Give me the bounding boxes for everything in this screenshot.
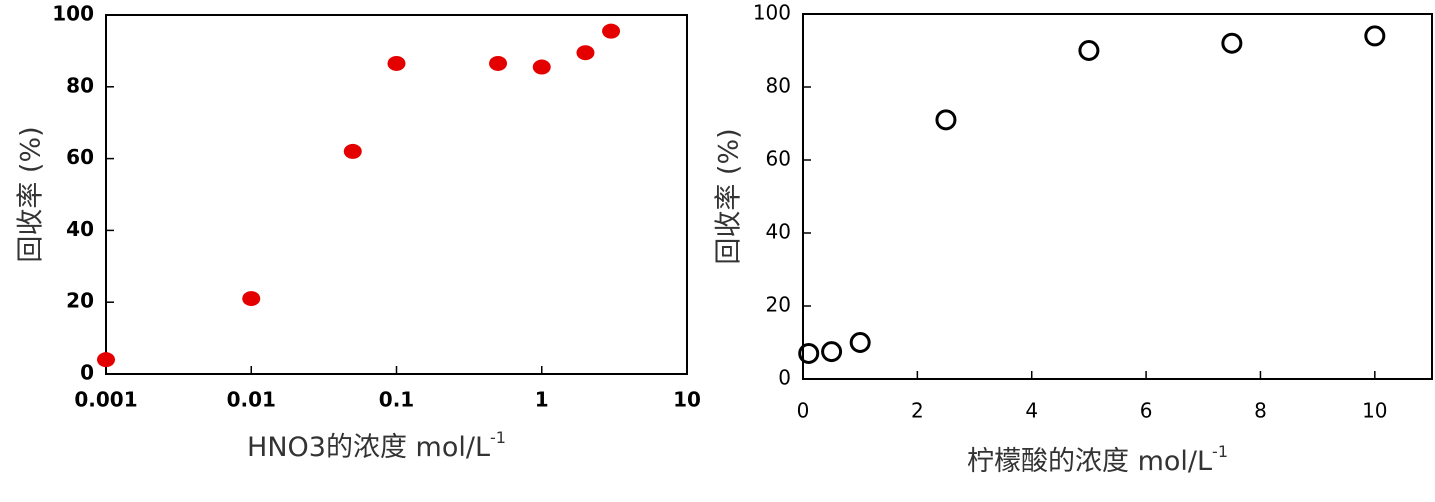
x-tick-label: 0.01	[227, 388, 276, 412]
data-point	[1078, 40, 1100, 61]
x-tick-label: 0.001	[74, 388, 137, 412]
x-tick-label: 10	[1362, 399, 1387, 423]
y-tick-label: 40	[66, 217, 94, 241]
data-point	[798, 342, 820, 364]
data-point	[602, 23, 621, 39]
y-axis-title: 回收率 (%)	[16, 126, 47, 262]
data-point	[343, 143, 362, 159]
data-point	[489, 55, 508, 71]
y-tick-label: 0	[80, 361, 94, 385]
x-axis-title: HNO3的浓度 mol/L-1	[247, 428, 506, 463]
y-tick-label: 20	[66, 289, 94, 313]
x-tick-label: 8	[1254, 399, 1267, 423]
y-tick-label: 40	[766, 220, 791, 244]
data-point	[849, 332, 871, 353]
data-point	[1364, 25, 1386, 47]
data-point	[387, 55, 406, 71]
y-tick-label: 100	[753, 1, 791, 25]
y-tick-label: 80	[66, 73, 94, 97]
y-tick-label: 0	[778, 366, 791, 390]
y-tick-label: 60	[766, 147, 791, 171]
x-axis-title-main: 柠檬酸的浓度 mol/L	[967, 446, 1212, 477]
x-axis-title: 柠檬酸的浓度 mol/L-1	[967, 442, 1228, 477]
x-axis-title-main: HNO3的浓度 mol/L	[247, 432, 490, 463]
x-tick-label: 4	[1025, 399, 1038, 423]
x-axis-title-sup: -1	[490, 428, 506, 447]
x-tick-label: 10	[673, 388, 701, 412]
y-axis-title: 回收率 (%)	[714, 128, 745, 264]
data-point	[532, 59, 551, 75]
x-axis-title-sup: -1	[1212, 442, 1228, 461]
x-tick-label: 0.1	[379, 388, 414, 412]
x-tick-label: 1	[535, 388, 549, 412]
data-point	[97, 352, 115, 368]
data-point	[576, 45, 595, 61]
y-tick-label: 60	[66, 145, 94, 169]
x-tick-label: 6	[1140, 399, 1153, 423]
y-tick-label: 20	[766, 293, 791, 317]
x-tick-label: 2	[911, 399, 924, 423]
data-point	[935, 109, 957, 131]
data-point	[242, 291, 261, 307]
y-tick-label: 100	[52, 2, 94, 26]
plot-frame	[802, 13, 1433, 380]
data-point	[821, 341, 843, 363]
x-tick-label: 0	[797, 399, 810, 423]
data-point	[1221, 32, 1243, 54]
y-tick-label: 80	[766, 74, 791, 98]
